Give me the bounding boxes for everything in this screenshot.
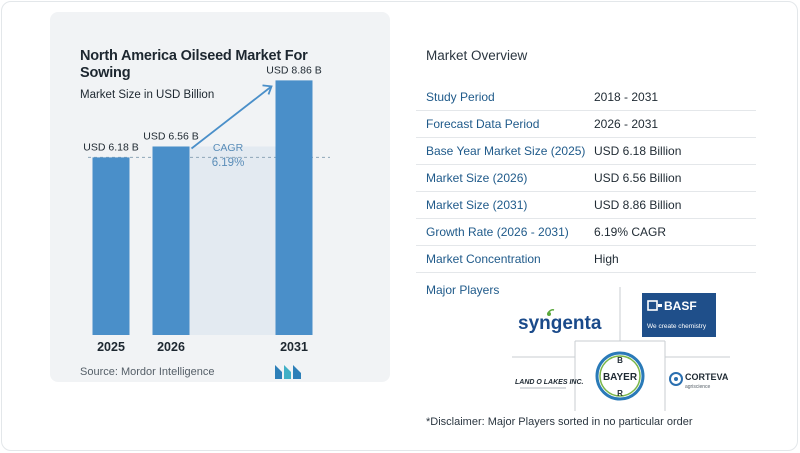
- basf-tagline: We create chemistry: [647, 323, 707, 330]
- overview-title: Market Overview: [426, 48, 528, 63]
- growth-shade: [189, 146, 276, 335]
- table-row: Growth Rate (2026 - 2031) 6.19% CAGR: [416, 219, 756, 246]
- table-row: Market Size (2031) USD 8.86 Billion: [416, 192, 756, 219]
- data-label-2031: USD 8.86 B: [266, 64, 321, 76]
- row-value: 2018 - 2031: [594, 90, 659, 104]
- syngenta-logo: syngenta: [518, 309, 602, 334]
- table-row: Study Period 2018 - 2031: [416, 84, 756, 111]
- bar-2025: [92, 157, 130, 335]
- row-key: Market Size (2031): [426, 198, 528, 212]
- land-o-lakes-logo: LAND O LAKES INC.: [515, 379, 584, 389]
- cagr-label: CAGR: [213, 142, 244, 154]
- bar-chart: USD 6.18 B 2025 USD 6.56 B 2026 USD 8.86 B 20…: [83, 64, 330, 354]
- corteva-wordmark: CORTEVA: [685, 372, 729, 382]
- bar-2031: [275, 80, 313, 336]
- basf-logo: BASF We create chemistry: [642, 293, 716, 337]
- row-key: Market Size (2026): [426, 171, 528, 185]
- row-value: USD 6.56 Billion: [594, 171, 682, 185]
- overview-table: Study Period 2018 - 2031 Forecast Data Pe…: [416, 84, 756, 273]
- bayer-wordmark: BAYER: [603, 372, 638, 383]
- major-players-label: Major Players: [426, 283, 500, 297]
- land-o-lakes-wordmark: LAND O LAKES INC.: [515, 379, 584, 386]
- row-key: Base Year Market Size (2025): [426, 144, 586, 158]
- mordor-logo-icon: [275, 365, 301, 379]
- row-key: Study Period: [426, 90, 495, 104]
- row-value: High: [594, 252, 619, 266]
- tick-label-2025: 2025: [97, 340, 125, 354]
- data-label-2025: USD 6.18 B: [83, 141, 138, 153]
- table-row: Base Year Market Size (2025) USD 6.18 Bil…: [416, 138, 756, 165]
- row-key: Forecast Data Period: [426, 117, 540, 131]
- tick-label-2031: 2031: [280, 340, 308, 354]
- svg-text:R: R: [617, 389, 623, 398]
- syngenta-wordmark: syngenta: [518, 313, 602, 334]
- svg-text:B: B: [617, 356, 623, 365]
- cagr-value: 6.19%: [212, 157, 245, 169]
- row-key: Growth Rate (2026 - 2031): [426, 225, 569, 239]
- major-players-logos: syngenta BASF We create chemistry LAND O…: [512, 287, 730, 411]
- corteva-subtitle: agriscience: [685, 384, 711, 390]
- data-label-2026: USD 6.56 B: [143, 130, 198, 142]
- row-key: Market Concentration: [426, 252, 541, 266]
- row-value: 2026 - 2031: [594, 117, 659, 131]
- corteva-logo: CORTEVA agriscience: [669, 372, 729, 390]
- disclaimer-text: *Disclaimer: Major Players sorted in no …: [426, 416, 693, 428]
- chart-title: North America Oilseed Market For Sowing: [80, 48, 308, 81]
- table-row: Market Concentration High: [416, 246, 756, 273]
- cagr-arrow: [190, 85, 273, 150]
- tick-label-2026: 2026: [157, 340, 185, 354]
- table-row: Market Size (2026) USD 6.56 Billion: [416, 165, 756, 192]
- bar-2026: [152, 146, 190, 335]
- source-text: Source: Mordor Intelligence: [80, 366, 215, 378]
- row-value: USD 8.86 Billion: [594, 198, 682, 212]
- chart-subtitle: Market Size in USD Billion: [80, 89, 215, 101]
- bayer-logo: BAYER B R: [595, 351, 645, 401]
- table-row: Forecast Data Period 2026 - 2031: [416, 111, 756, 138]
- row-value: USD 6.18 Billion: [594, 144, 682, 158]
- cagr-arrow-head: [262, 84, 273, 95]
- basf-wordmark: BASF: [664, 299, 697, 313]
- row-value: 6.19% CAGR: [594, 225, 667, 239]
